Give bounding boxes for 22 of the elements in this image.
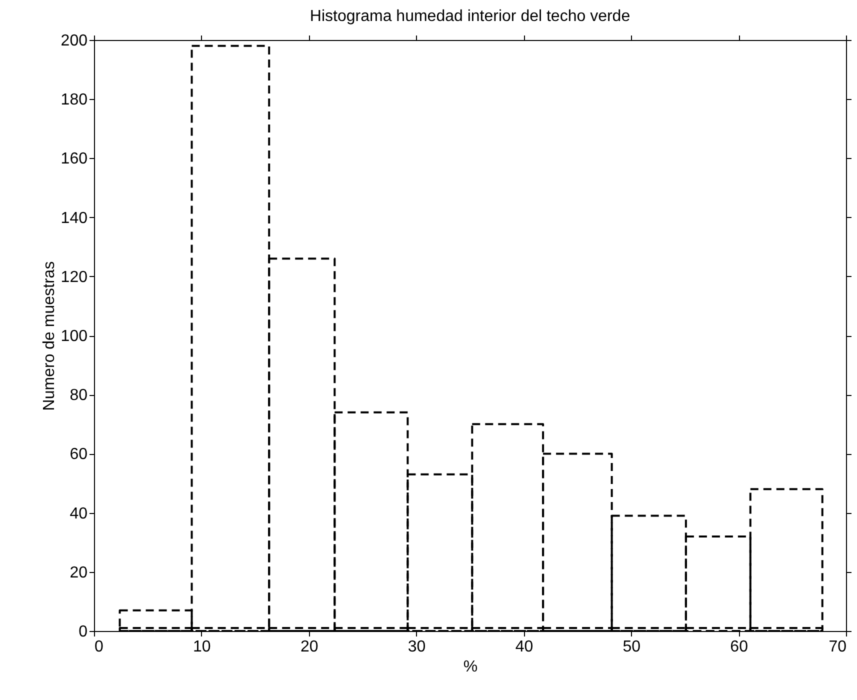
- x-tick-label: 0: [94, 638, 104, 656]
- x-tick-label: 10: [193, 638, 211, 656]
- y-tick-label: 40: [70, 505, 88, 522]
- y-tick-label: 0: [78, 624, 88, 640]
- x-axis-title: %: [463, 658, 478, 676]
- y-tick-label: 160: [60, 150, 88, 168]
- x-tick-label: 70: [828, 638, 847, 656]
- y-tick-label: 120: [60, 268, 88, 286]
- x-tick-label: 50: [622, 638, 641, 656]
- x-tick-label: 40: [515, 638, 534, 656]
- y-tick-label: 140: [60, 210, 88, 227]
- x-tick-label: 60: [730, 638, 748, 656]
- x-tick-label: 20: [300, 638, 318, 656]
- chart-title: Histograma humedad interior del techo verde: [310, 8, 630, 25]
- y-tick-label: 20: [70, 564, 88, 582]
- y-tick-label: 60: [70, 446, 88, 464]
- y-tick-label: 100: [60, 328, 88, 345]
- y-tick-label: 80: [70, 387, 88, 404]
- x-tick-label: 30: [408, 638, 426, 656]
- y-tick-label: 200: [60, 32, 88, 50]
- y-axis-title: Numero de muestras: [40, 261, 58, 411]
- y-tick-label: 180: [60, 92, 88, 109]
